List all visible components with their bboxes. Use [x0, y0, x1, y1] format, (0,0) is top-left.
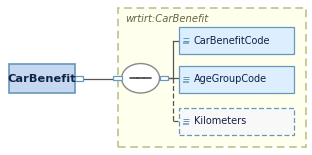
FancyBboxPatch shape — [179, 66, 294, 93]
FancyBboxPatch shape — [75, 76, 83, 81]
FancyBboxPatch shape — [113, 76, 122, 80]
Text: CarBenefitCode: CarBenefitCode — [193, 36, 270, 46]
Text: CarBenefit: CarBenefit — [7, 74, 76, 84]
Text: AgeGroupCode: AgeGroupCode — [193, 74, 267, 84]
FancyBboxPatch shape — [179, 108, 294, 135]
FancyBboxPatch shape — [179, 27, 294, 54]
FancyBboxPatch shape — [118, 8, 306, 147]
Ellipse shape — [122, 64, 159, 93]
Text: Kilometers: Kilometers — [193, 116, 246, 126]
FancyBboxPatch shape — [159, 76, 168, 80]
FancyBboxPatch shape — [9, 64, 75, 93]
Text: wrtirt:CarBenefit: wrtirt:CarBenefit — [125, 14, 208, 24]
